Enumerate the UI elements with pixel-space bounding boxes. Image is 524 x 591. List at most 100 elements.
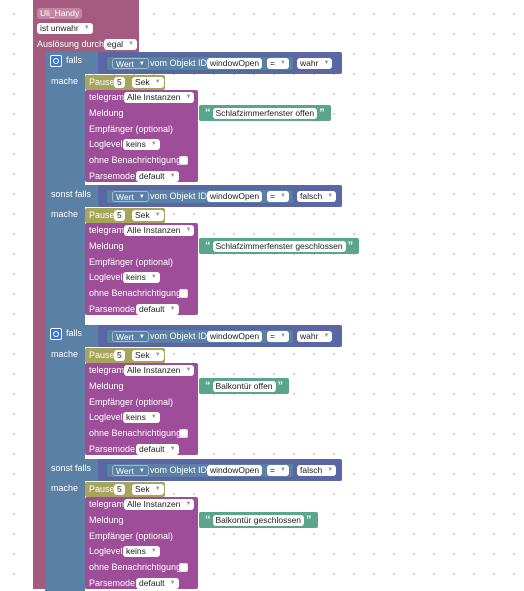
- compare-block[interactable]: [98, 459, 342, 481]
- pause-block[interactable]: [85, 208, 165, 223]
- parsemode-dropdown[interactable]: default ▼: [136, 444, 179, 455]
- chevron-down-icon: ▼: [169, 173, 176, 179]
- if-block-column[interactable]: [45, 325, 85, 461]
- pause-unit-dropdown[interactable]: Sek ▼: [132, 484, 164, 495]
- telegram-label: telegram: [89, 365, 125, 375]
- instances-dropdown[interactable]: Alle Instanzen ▼: [124, 499, 195, 510]
- value-type-dropdown[interactable]: Wert ▼: [112, 465, 149, 476]
- loglevel-dropdown[interactable]: keins ▼: [123, 272, 160, 283]
- telegram-label: telegram: [89, 499, 125, 509]
- loglevel-dropdown[interactable]: keins ▼: [123, 139, 160, 150]
- parsemode-dropdown[interactable]: default ▼: [136, 304, 179, 315]
- object-name-field[interactable]: Uli_Handy: [37, 8, 83, 19]
- value-block[interactable]: [106, 463, 294, 478]
- telegram-block[interactable]: [85, 363, 198, 455]
- object-id-field[interactable]: windowOpen: [207, 58, 263, 69]
- message-text-field[interactable]: Balkontür offen: [212, 380, 276, 392]
- if-block-column[interactable]: [45, 459, 85, 591]
- loglevel-label: Loglevel: [89, 412, 123, 422]
- loglevel-dropdown[interactable]: keins ▼: [123, 546, 160, 557]
- value-type-dropdown[interactable]: Wert ▼: [112, 331, 149, 342]
- silent-checkbox[interactable]: [179, 289, 188, 298]
- recipient-label: Empfänger (optional): [89, 397, 174, 407]
- value-block[interactable]: [106, 329, 294, 344]
- pause-label: Pause: [89, 77, 115, 87]
- operator-dropdown[interactable]: = ▼: [267, 465, 289, 476]
- message-text-block[interactable]: “Balkontür offen”: [199, 378, 290, 394]
- silent-label: ohne Benachrichtigung: [89, 562, 182, 572]
- chevron-down-icon: ▼: [138, 468, 145, 474]
- object-id-field[interactable]: windowOpen: [207, 465, 263, 476]
- value-type-dropdown[interactable]: Wert ▼: [112, 191, 149, 202]
- chevron-down-icon: ▼: [138, 194, 145, 200]
- pause-unit-dropdown[interactable]: Sek ▼: [132, 77, 164, 88]
- loglevel-dropdown[interactable]: keins ▼: [123, 412, 160, 423]
- parsemode-label: Parsemode: [89, 578, 136, 588]
- operator-dropdown[interactable]: = ▼: [267, 191, 289, 202]
- chevron-down-icon: ▼: [327, 467, 334, 473]
- boolean-value-dropdown[interactable]: wahr ▼: [297, 58, 333, 69]
- pause-block[interactable]: [85, 348, 165, 363]
- silent-checkbox[interactable]: [179, 563, 188, 572]
- boolean-value-dropdown[interactable]: falsch ▼: [297, 191, 337, 202]
- compare-block[interactable]: [98, 52, 342, 74]
- trigger-dropdown[interactable]: egal ▼: [104, 39, 138, 50]
- value-block[interactable]: [106, 189, 294, 204]
- message-text-block[interactable]: “Schlafzimmerfenster offen”: [199, 105, 331, 121]
- pause-unit-dropdown[interactable]: Sek ▼: [132, 210, 164, 221]
- chevron-down-icon: ▼: [185, 367, 192, 373]
- silent-label: ohne Benachrichtigung: [89, 428, 182, 438]
- chevron-down-icon: ▼: [169, 446, 176, 452]
- pause-value-field[interactable]: 5: [114, 210, 125, 221]
- condition-dropdown[interactable]: ist unwahr ▼: [37, 23, 93, 34]
- parsemode-dropdown[interactable]: default ▼: [136, 578, 179, 589]
- parsemode-dropdown[interactable]: default ▼: [136, 171, 179, 182]
- boolean-value-dropdown[interactable]: falsch ▼: [297, 465, 337, 476]
- chevron-down-icon: ▼: [280, 467, 286, 473]
- telegram-block[interactable]: [85, 223, 198, 315]
- value-type-dropdown[interactable]: Wert ▼: [112, 58, 149, 69]
- chevron-down-icon: ▼: [185, 501, 192, 507]
- compare-block[interactable]: [98, 325, 342, 347]
- pause-value-field[interactable]: 5: [114, 77, 125, 88]
- message-text-field[interactable]: Schlafzimmerfenster offen: [212, 107, 318, 119]
- if-block-column[interactable]: [45, 52, 85, 188]
- pause-unit-dropdown[interactable]: Sek ▼: [132, 350, 164, 361]
- object-id-field[interactable]: windowOpen: [207, 331, 263, 342]
- silent-checkbox[interactable]: [179, 156, 188, 165]
- instances-dropdown[interactable]: Alle Instanzen ▼: [124, 365, 195, 376]
- parsemode-label: Parsemode: [89, 171, 136, 181]
- message-text-field[interactable]: Schlafzimmerfenster geschlossen: [212, 240, 346, 252]
- message-text-field[interactable]: Balkontür geschlossen: [212, 514, 305, 526]
- boolean-value-dropdown[interactable]: wahr ▼: [297, 331, 333, 342]
- instances-dropdown[interactable]: Alle Instanzen ▼: [124, 225, 195, 236]
- pause-block[interactable]: [85, 75, 165, 90]
- operator-dropdown[interactable]: = ▼: [267, 58, 289, 69]
- recipient-label: Empfänger (optional): [89, 124, 174, 134]
- chevron-down-icon: ▼: [138, 334, 145, 340]
- chevron-down-icon: ▼: [169, 580, 176, 586]
- message-text-block[interactable]: “Balkontür geschlossen”: [199, 512, 318, 528]
- telegram-block[interactable]: [85, 497, 198, 589]
- chevron-down-icon: ▼: [83, 25, 90, 31]
- trigger-label: Auslösung durch: [37, 39, 105, 49]
- pause-value-field[interactable]: 5: [114, 484, 125, 495]
- silent-checkbox[interactable]: [179, 429, 188, 438]
- object-id-label: vom Objekt ID: [150, 191, 208, 201]
- open-quote-icon: “: [205, 380, 211, 392]
- object-id-label: vom Objekt ID: [150, 58, 208, 68]
- telegram-block[interactable]: [85, 90, 198, 182]
- compare-block[interactable]: [98, 185, 342, 207]
- operator-dropdown[interactable]: = ▼: [267, 331, 289, 342]
- object-id-field[interactable]: windowOpen: [207, 191, 263, 202]
- pause-block[interactable]: [85, 482, 165, 497]
- value-block[interactable]: [106, 56, 294, 71]
- object-id-label: vom Objekt ID: [150, 331, 208, 341]
- pause-value-field[interactable]: 5: [114, 350, 125, 361]
- loglevel-label: Loglevel: [89, 139, 123, 149]
- chevron-down-icon: ▼: [154, 352, 161, 358]
- if-block-column[interactable]: [45, 185, 85, 327]
- message-text-block[interactable]: “Schlafzimmerfenster geschlossen”: [199, 238, 360, 254]
- instances-dropdown[interactable]: Alle Instanzen ▼: [124, 92, 195, 103]
- chevron-down-icon: ▼: [327, 193, 334, 199]
